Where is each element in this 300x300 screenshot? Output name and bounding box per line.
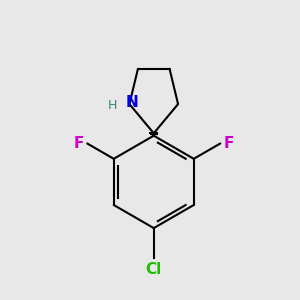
Text: F: F (74, 136, 84, 151)
Text: H: H (108, 99, 117, 112)
Text: N: N (125, 95, 138, 110)
Text: Cl: Cl (146, 262, 162, 277)
Text: F: F (224, 136, 234, 151)
